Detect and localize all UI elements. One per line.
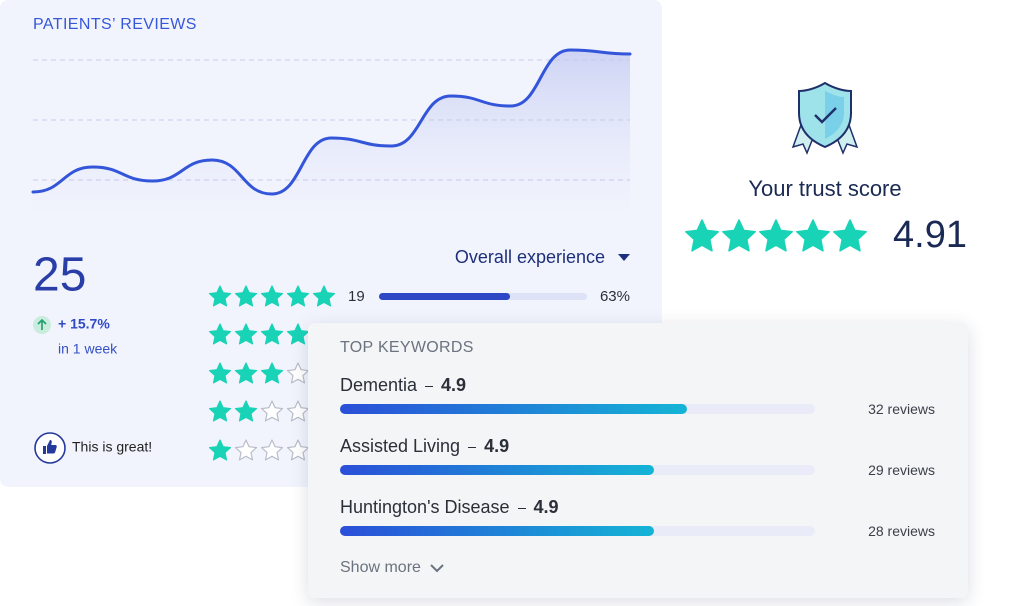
- change: + 15.7%: [58, 316, 110, 332]
- star-filled: [208, 323, 232, 345]
- star-empty: [286, 439, 310, 461]
- star-empty: [286, 362, 310, 384]
- star-filled: [234, 285, 258, 307]
- rating-percent: 63%: [600, 288, 630, 305]
- keyword-name: Dementia: [340, 375, 418, 395]
- star-empty: [260, 439, 284, 461]
- keyword-bar: [340, 404, 687, 414]
- keyword-score: 4.9: [533, 497, 559, 517]
- keyword-score: 4.9: [484, 436, 510, 456]
- star-filled: [208, 362, 232, 384]
- feedback-button[interactable]: This is great!: [34, 432, 152, 464]
- keyword-bar: [340, 526, 654, 536]
- chevron: [430, 564, 444, 573]
- keywords-title: TOP KEYWORDS: [340, 339, 474, 356]
- star-filled: [260, 323, 284, 345]
- star-filled: [234, 362, 258, 384]
- trust-star: [759, 219, 793, 252]
- trust-star: [685, 219, 719, 252]
- keyword-track: [340, 465, 815, 475]
- trust-title: Your trust score: [748, 176, 901, 201]
- keyword-track: [340, 404, 815, 414]
- trust-star: [722, 219, 756, 252]
- keyword-line: Dementia 4.9: [340, 375, 466, 396]
- svg-text:Overall experience: Overall experience: [455, 247, 605, 267]
- show-more-label[interactable]: Show more: [340, 559, 421, 576]
- keyword-reviews: 32 reviews: [868, 401, 935, 417]
- star-filled: [208, 439, 232, 461]
- keyword-name: Assisted Living: [340, 436, 461, 456]
- separator: [468, 446, 477, 448]
- keyword-track: [340, 526, 815, 536]
- trust-score: 4.91: [893, 214, 967, 256]
- trust-star: [833, 219, 867, 252]
- card-title: PATIENTS’ REVIEWS: [33, 16, 197, 33]
- separator: [425, 385, 434, 387]
- filter-dropdown[interactable]: Overall experience: [455, 247, 630, 267]
- rating-bar: [379, 293, 511, 300]
- star-filled: [260, 362, 284, 384]
- keyword-name: Huntington's Disease: [340, 497, 510, 517]
- keyword-item: Huntington's Disease 4.9 28 reviews: [340, 497, 940, 557]
- keyword-reviews: 28 reviews: [868, 523, 935, 539]
- star-filled: [260, 285, 284, 307]
- trend-area: [33, 50, 630, 210]
- up-arrow: [37, 318, 47, 330]
- star-filled: [286, 323, 310, 345]
- svg-text:This is great!: This is great!: [72, 439, 152, 455]
- star-empty: [260, 400, 284, 422]
- period: in 1 week: [58, 341, 118, 357]
- shield-icon: [791, 81, 859, 155]
- star-filled: [234, 323, 258, 345]
- trust-star: [796, 219, 830, 252]
- keyword-score: 4.9: [441, 375, 467, 395]
- keywords-card: TOP KEYWORDS Show more Dementia 4.9 32 rev…: [308, 323, 968, 598]
- keyword-line: Assisted Living 4.9: [340, 436, 509, 457]
- trust-section: Your trust score 4.91: [685, 81, 967, 256]
- show-more[interactable]: Show more: [340, 559, 445, 577]
- keyword-item: Dementia 4.9 32 reviews: [340, 375, 940, 435]
- keyword-item: Assisted Living 4.9 29 reviews: [340, 436, 940, 496]
- star-filled: [208, 400, 232, 422]
- star-filled: [312, 285, 336, 307]
- rating-count: 19: [348, 288, 365, 305]
- star-filled: [234, 400, 258, 422]
- star-empty: [286, 400, 310, 422]
- total-reviews: 25: [33, 249, 86, 302]
- star-empty: [234, 439, 258, 461]
- trend-line: [31, 48, 632, 196]
- grid: [33, 59, 630, 181]
- keyword-reviews: 29 reviews: [868, 462, 935, 478]
- keyword-line: Huntington's Disease 4.9: [340, 497, 559, 518]
- separator: [517, 507, 526, 509]
- star-filled: [286, 285, 310, 307]
- keyword-bar: [340, 465, 654, 475]
- star-filled: [208, 285, 232, 307]
